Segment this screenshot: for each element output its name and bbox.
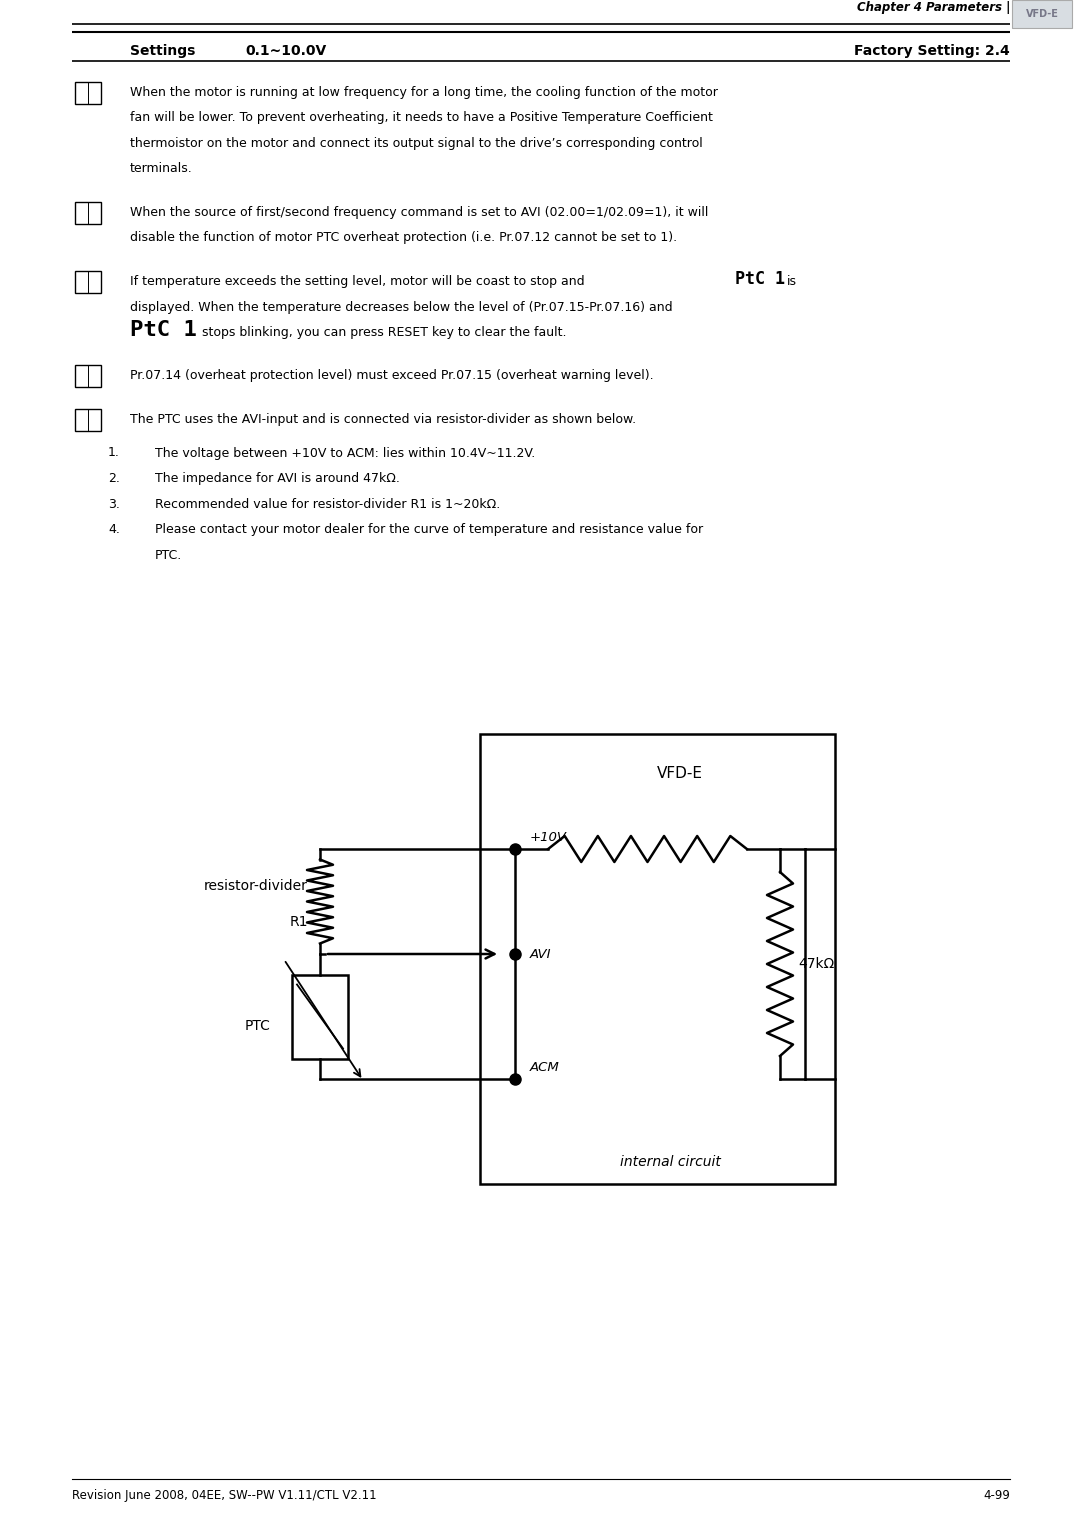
Bar — [75, 202, 102, 224]
Text: fan will be lower. To prevent overheating, it needs to have a Positive Temperatu: fan will be lower. To prevent overheatin… — [130, 112, 713, 124]
Text: terminals.: terminals. — [130, 163, 192, 175]
Text: VFD-E: VFD-E — [1026, 9, 1058, 18]
Text: PTC: PTC — [244, 1020, 270, 1034]
Text: PtC 1: PtC 1 — [735, 270, 785, 288]
Text: +10V: +10V — [530, 831, 567, 844]
Text: 4.: 4. — [108, 523, 120, 535]
Text: Recommended value for resistor-divider R1 is 1~20kΩ.: Recommended value for resistor-divider R… — [156, 497, 500, 511]
Text: The PTC uses the AVI-input and is connected via resistor-divider as shown below.: The PTC uses the AVI-input and is connec… — [130, 413, 636, 426]
Text: VFD-E: VFD-E — [657, 767, 703, 781]
Text: resistor-divider: resistor-divider — [204, 879, 308, 893]
Bar — [75, 81, 102, 104]
Text: R1: R1 — [289, 914, 308, 928]
Text: PtC 1: PtC 1 — [130, 321, 197, 341]
Text: Pr.07.14 (overheat protection level) must exceed Pr.07.15 (overheat warning leve: Pr.07.14 (overheat protection level) mus… — [130, 370, 653, 382]
Bar — [480, 733, 835, 1184]
Text: 47kΩ: 47kΩ — [798, 957, 834, 971]
Text: When the source of first/second frequency command is set to AVI (02.00=1/02.09=1: When the source of first/second frequenc… — [130, 206, 708, 219]
Text: PTC.: PTC. — [156, 549, 183, 561]
Bar — [292, 974, 348, 1058]
Bar — [75, 410, 102, 431]
Text: The impedance for AVI is around 47kΩ.: The impedance for AVI is around 47kΩ. — [156, 472, 400, 485]
Text: stops blinking, you can press RESET key to clear the fault.: stops blinking, you can press RESET key … — [202, 327, 567, 339]
Text: Settings: Settings — [130, 44, 195, 58]
Text: 3.: 3. — [108, 497, 120, 511]
Text: disable the function of motor PTC overheat protection (i.e. Pr.07.12 cannot be s: disable the function of motor PTC overhe… — [130, 232, 677, 244]
Text: When the motor is running at low frequency for a long time, the cooling function: When the motor is running at low frequen… — [130, 86, 718, 100]
Text: is: is — [787, 275, 797, 288]
Text: displayed. When the temperature decreases below the level of (Pr.07.15-Pr.07.16): displayed. When the temperature decrease… — [130, 301, 673, 313]
Text: 4-99: 4-99 — [983, 1490, 1010, 1502]
Bar — [75, 365, 102, 388]
Bar — [75, 272, 102, 293]
Text: thermoistor on the motor and connect its output signal to the drive’s correspond: thermoistor on the motor and connect its… — [130, 137, 703, 150]
Text: Chapter 4 Parameters |: Chapter 4 Parameters | — [856, 2, 1010, 14]
Text: If temperature exceeds the setting level, motor will be coast to stop and: If temperature exceeds the setting level… — [130, 275, 584, 288]
FancyBboxPatch shape — [1012, 0, 1072, 28]
Text: Factory Setting: 2.4: Factory Setting: 2.4 — [854, 44, 1010, 58]
Text: The voltage between +10V to ACM: lies within 10.4V~11.2V.: The voltage between +10V to ACM: lies wi… — [156, 446, 536, 460]
Text: AVI: AVI — [530, 948, 552, 960]
Text: 0.1~10.0V: 0.1~10.0V — [245, 44, 326, 58]
Text: internal circuit: internal circuit — [620, 1155, 720, 1169]
Text: Revision June 2008, 04EE, SW--PW V1.11/CTL V2.11: Revision June 2008, 04EE, SW--PW V1.11/C… — [72, 1490, 377, 1502]
Text: 2.: 2. — [108, 472, 120, 485]
Text: Please contact your motor dealer for the curve of temperature and resistance val: Please contact your motor dealer for the… — [156, 523, 703, 535]
Text: 1.: 1. — [108, 446, 120, 460]
Text: ACM: ACM — [530, 1062, 559, 1074]
